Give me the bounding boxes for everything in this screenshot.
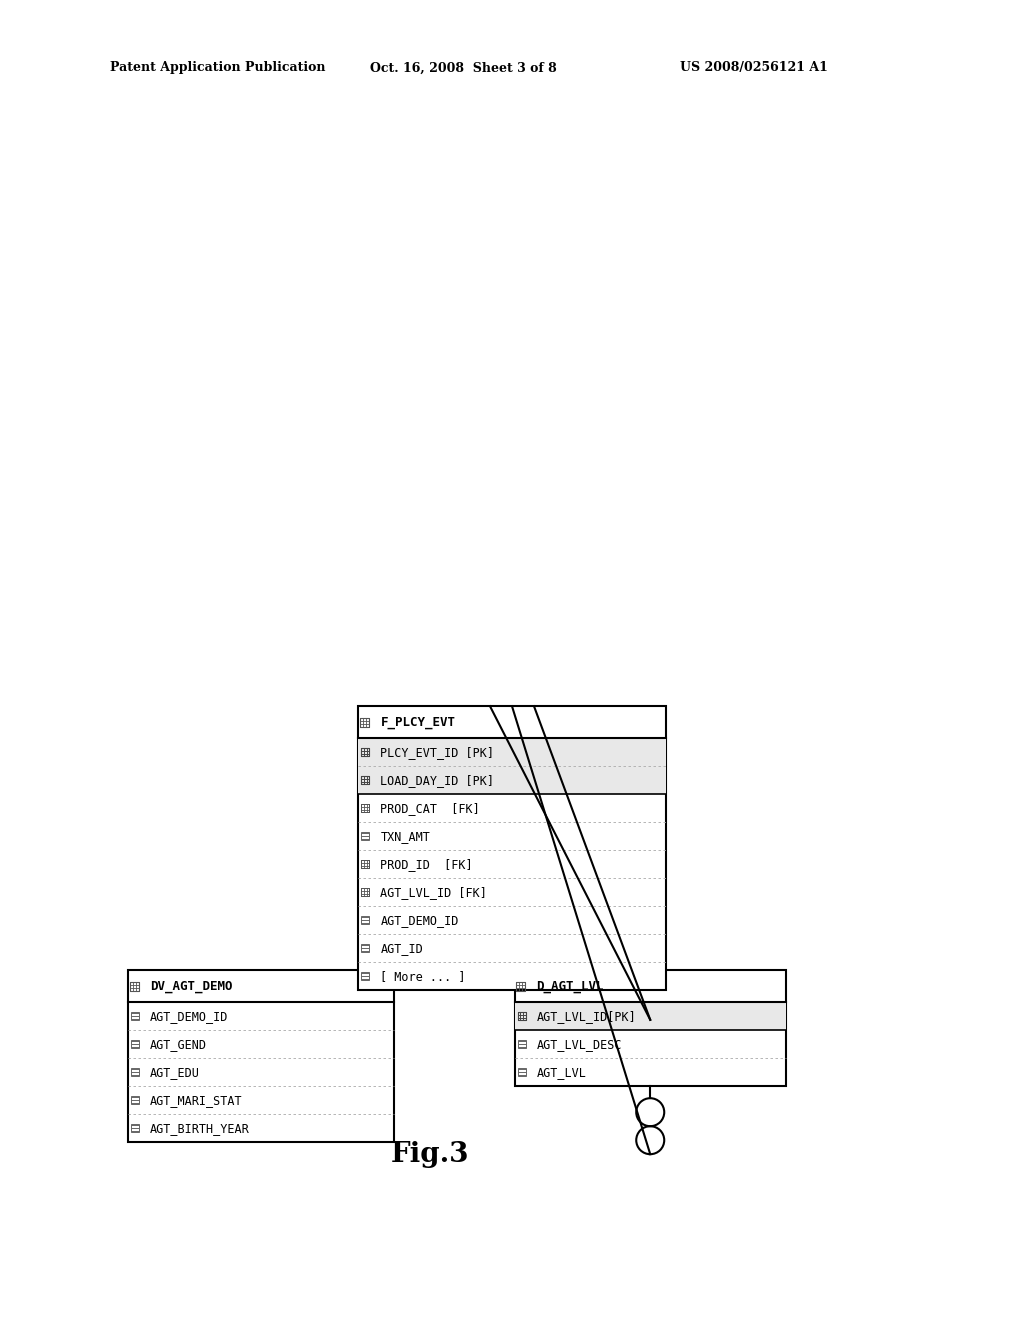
Text: Patent Application Publication: Patent Application Publication: [110, 62, 326, 74]
Bar: [131, 1125, 139, 1133]
Text: AGT_LVL: AGT_LVL: [537, 1065, 587, 1078]
Bar: [359, 718, 369, 727]
Text: AGT_ID: AGT_ID: [380, 941, 423, 954]
Text: LOAD_DAY_ID [PK]: LOAD_DAY_ID [PK]: [380, 774, 495, 787]
Text: AGT_DEMO_ID: AGT_DEMO_ID: [150, 1010, 228, 1023]
Bar: [129, 982, 138, 991]
Text: Fig.3: Fig.3: [391, 1142, 469, 1168]
Bar: [131, 1096, 139, 1105]
Bar: [128, 970, 394, 1142]
Bar: [361, 944, 370, 952]
Bar: [358, 738, 666, 766]
Text: DV_AGT_DEMO: DV_AGT_DEMO: [150, 979, 232, 993]
Bar: [361, 916, 370, 924]
Text: AGT_GEND: AGT_GEND: [150, 1038, 207, 1051]
Bar: [358, 706, 666, 990]
Text: Oct. 16, 2008  Sheet 3 of 8: Oct. 16, 2008 Sheet 3 of 8: [370, 62, 557, 74]
Text: US 2008/0256121 A1: US 2008/0256121 A1: [680, 62, 827, 74]
Text: AGT_DEMO_ID: AGT_DEMO_ID: [380, 913, 459, 927]
Bar: [514, 970, 786, 1086]
Bar: [361, 973, 370, 981]
Bar: [361, 804, 370, 812]
Text: D_AGT_LVL: D_AGT_LVL: [537, 979, 604, 993]
Bar: [517, 1012, 525, 1020]
Text: TXN_AMT: TXN_AMT: [380, 830, 430, 842]
Bar: [131, 1012, 139, 1020]
Text: AGT_EDU: AGT_EDU: [150, 1065, 200, 1078]
Bar: [131, 1068, 139, 1076]
Text: PROD_CAT  [FK]: PROD_CAT [FK]: [380, 801, 480, 814]
Bar: [361, 748, 370, 756]
Text: AGT_LVL_DESC: AGT_LVL_DESC: [537, 1038, 622, 1051]
Text: AGT_LVL_ID[PK]: AGT_LVL_ID[PK]: [537, 1010, 636, 1023]
Bar: [517, 1068, 525, 1076]
Text: [ More ... ]: [ More ... ]: [380, 970, 466, 982]
Bar: [361, 888, 370, 896]
Text: AGT_MARI_STAT: AGT_MARI_STAT: [150, 1094, 243, 1106]
Bar: [517, 1040, 525, 1048]
Bar: [361, 861, 370, 869]
Text: AGT_BIRTH_YEAR: AGT_BIRTH_YEAR: [150, 1122, 250, 1135]
Bar: [358, 766, 666, 795]
Bar: [131, 1040, 139, 1048]
Bar: [361, 776, 370, 784]
Text: AGT_LVL_ID [FK]: AGT_LVL_ID [FK]: [380, 886, 487, 899]
Bar: [514, 1002, 786, 1030]
Bar: [361, 832, 370, 841]
Text: PLCY_EVT_ID [PK]: PLCY_EVT_ID [PK]: [380, 746, 495, 759]
Text: PROD_ID  [FK]: PROD_ID [FK]: [380, 858, 473, 871]
Text: F_PLCY_EVT: F_PLCY_EVT: [380, 715, 456, 729]
Bar: [516, 982, 525, 991]
